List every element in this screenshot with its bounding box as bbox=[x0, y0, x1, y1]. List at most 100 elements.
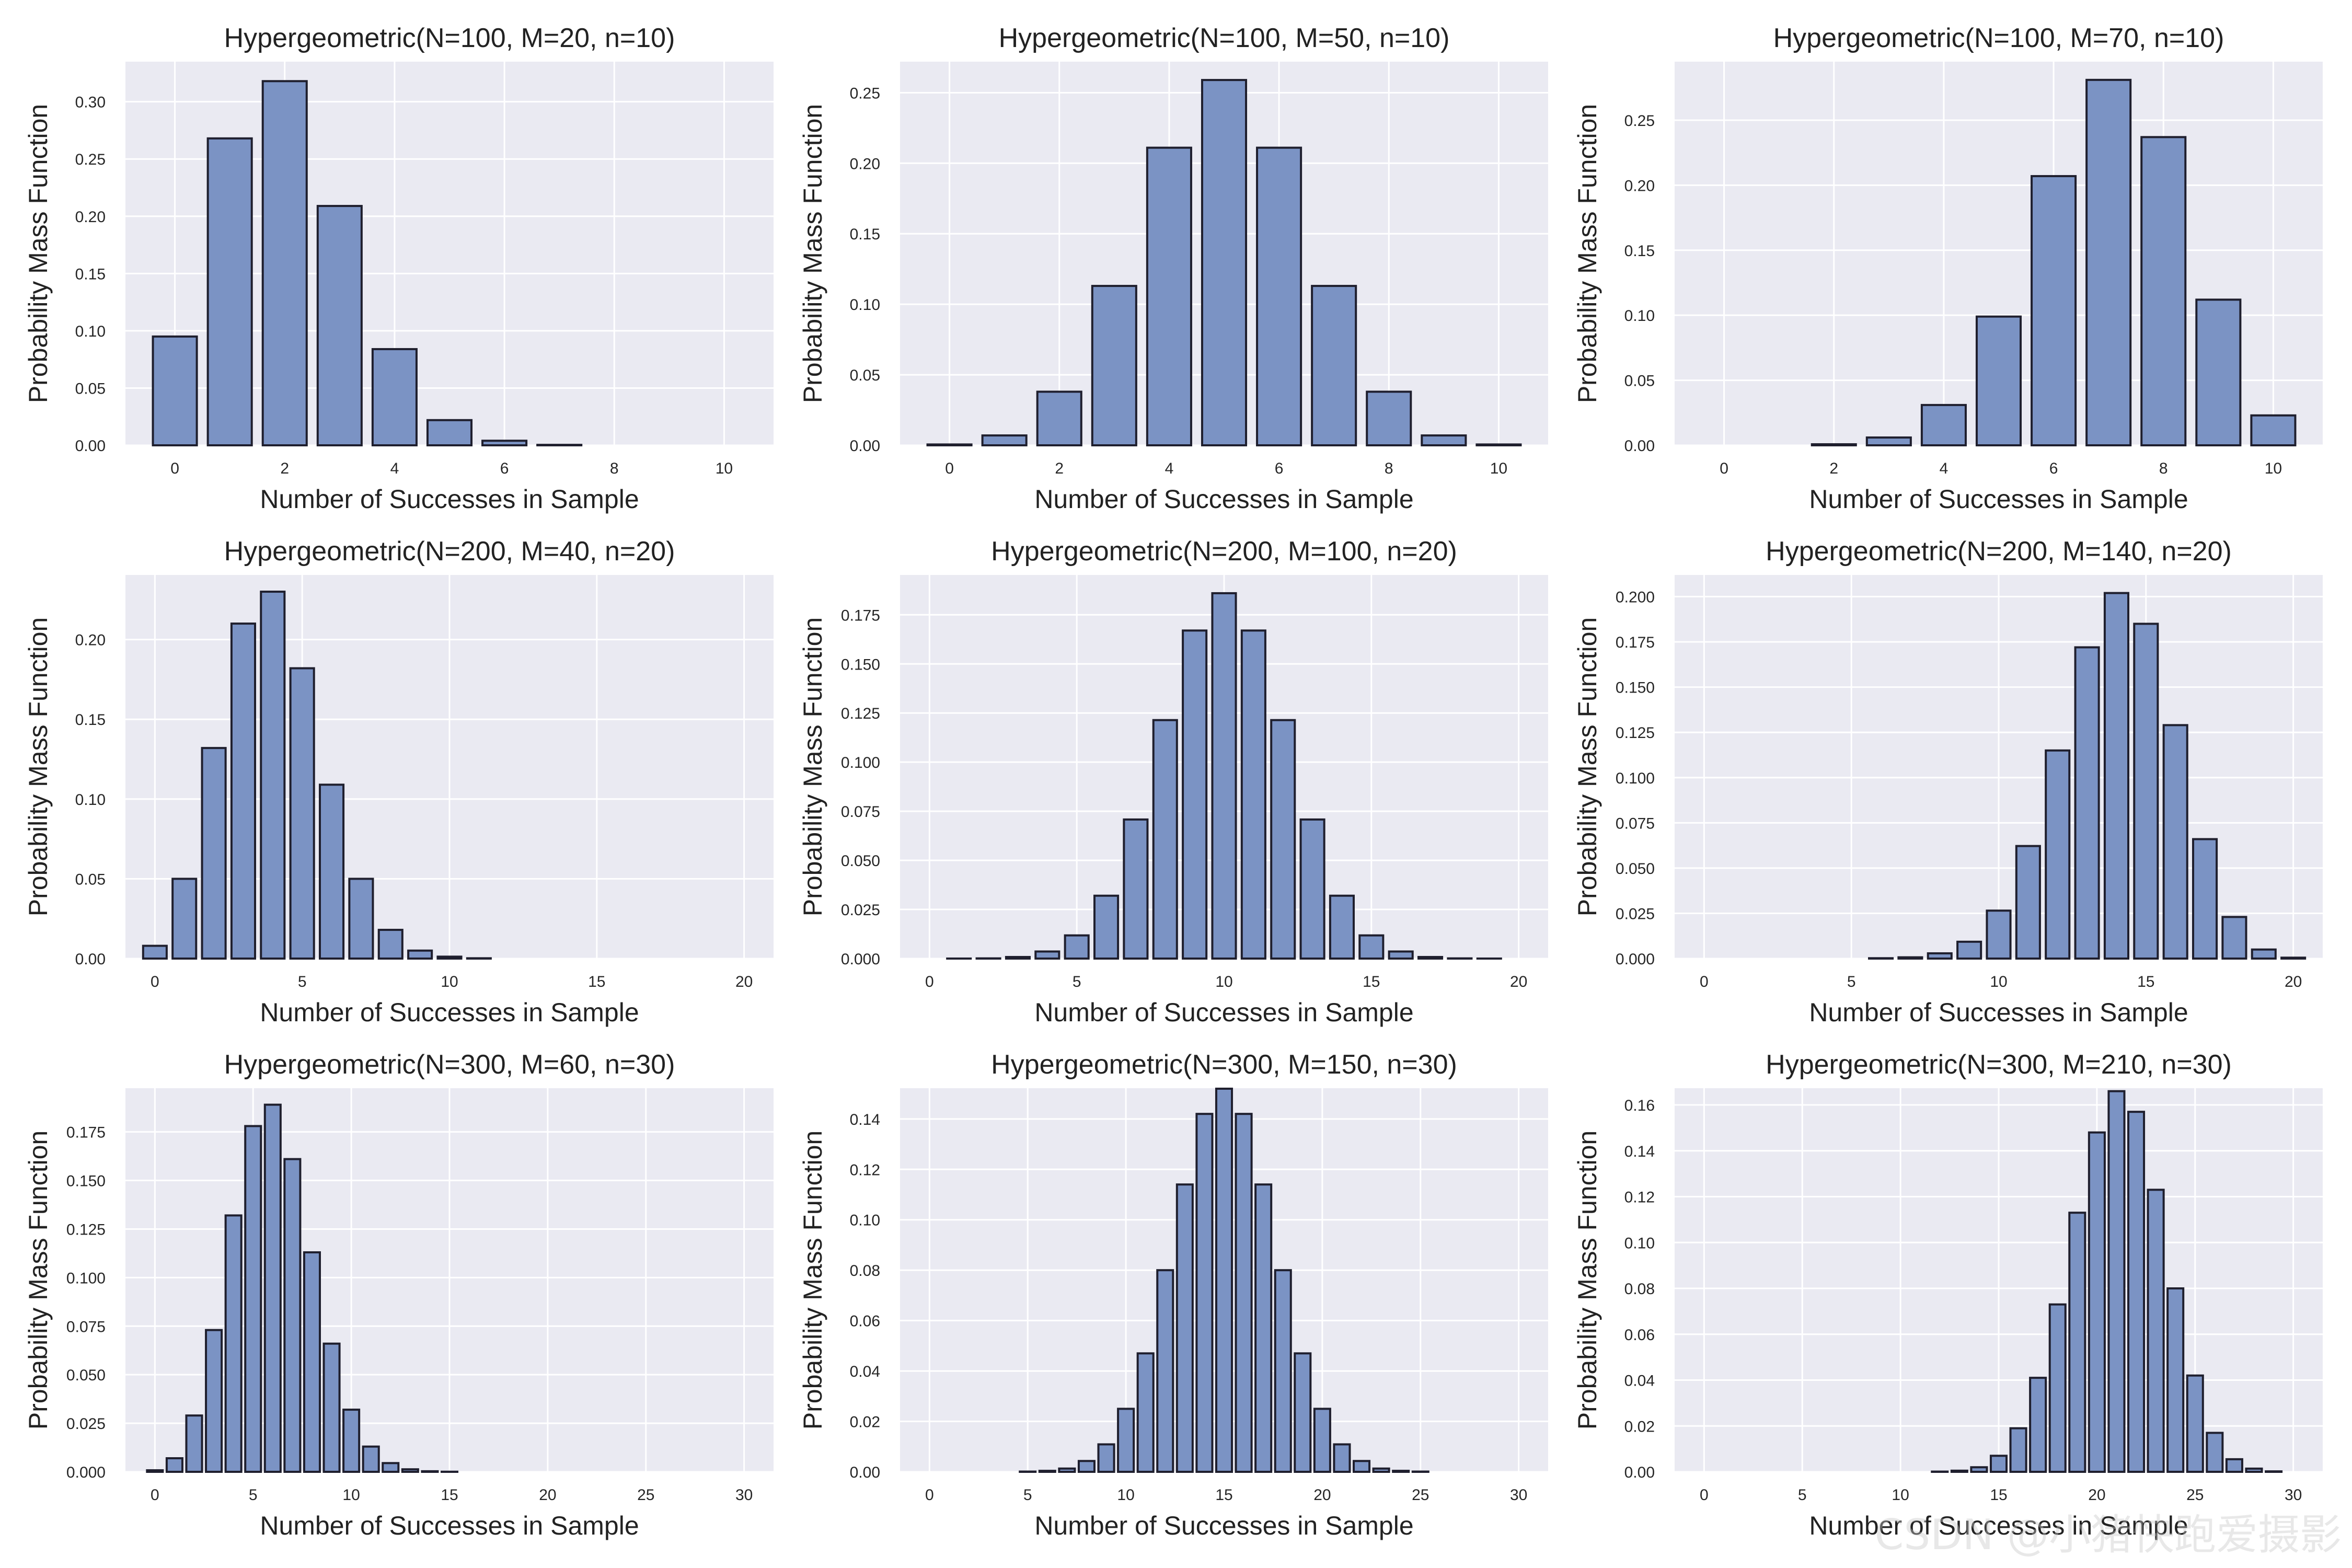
bar bbox=[1123, 818, 1149, 960]
bar bbox=[1195, 1113, 1214, 1473]
bar bbox=[1392, 1470, 1410, 1473]
x-tick-label: 15 bbox=[1363, 973, 1380, 990]
bar bbox=[426, 419, 473, 446]
bar bbox=[1156, 1269, 1174, 1473]
y-tick-label: 0.150 bbox=[66, 1173, 106, 1190]
y-tick-label: 0.05 bbox=[850, 367, 880, 384]
bar bbox=[1215, 1087, 1233, 1473]
x-tick-label: 10 bbox=[342, 1486, 360, 1504]
bar bbox=[1270, 719, 1296, 960]
subplot-3: 0 2 4 6 8 10 0.00 0.05 0.10 0.15 0.20 0.25 Hypergeom… bbox=[1573, 23, 2323, 514]
subplot-2: 0 2 4 6 8 10 0.00 0.05 0.10 0.15 0.20 0.25 Hypergeom… bbox=[798, 23, 1548, 514]
bar bbox=[1353, 1460, 1371, 1473]
subplot-8: 0 5 10 15 20 25 30 0.00 0.02 0.04 0.06 0.08 0.10 0.12… bbox=[798, 1050, 1548, 1540]
bar bbox=[1152, 719, 1178, 960]
bar bbox=[230, 622, 256, 960]
x-tick-label: 30 bbox=[2285, 1486, 2302, 1504]
x-axis-label: Number of Successes in Sample bbox=[1809, 998, 2188, 1027]
x-tick-label: 15 bbox=[441, 1486, 458, 1504]
x-axis-label: Number of Successes in Sample bbox=[1034, 998, 1413, 1027]
x-tick-label: 0 bbox=[151, 973, 159, 990]
y-axis-label: Probability Mass Function bbox=[24, 617, 53, 916]
y-tick-label: 0.000 bbox=[66, 1464, 106, 1481]
bar bbox=[1920, 403, 1967, 446]
bar bbox=[1274, 1269, 1292, 1473]
y-tick-label: 0.15 bbox=[1624, 243, 1655, 260]
bar bbox=[2029, 1377, 2047, 1473]
y-tick-label: 0.12 bbox=[850, 1161, 880, 1179]
chart-title: Hypergeometric(N=100, M=20, n=10) bbox=[224, 23, 675, 53]
bar bbox=[466, 957, 492, 960]
bar bbox=[2085, 78, 2132, 446]
y-tick-label: 0.025 bbox=[841, 902, 880, 919]
bar bbox=[1333, 1443, 1351, 1473]
x-tick-label: 0 bbox=[925, 1486, 934, 1504]
y-tick-label: 0.15 bbox=[75, 266, 106, 283]
bar bbox=[1146, 146, 1192, 446]
y-tick-label: 0.175 bbox=[841, 607, 880, 624]
y-tick-label: 0.14 bbox=[850, 1111, 880, 1128]
x-tick-label: 10 bbox=[1215, 973, 1232, 990]
bar bbox=[1311, 285, 1357, 446]
bar bbox=[2206, 1432, 2224, 1473]
bar bbox=[1097, 1443, 1115, 1473]
bar bbox=[1313, 1408, 1331, 1473]
bar bbox=[2166, 1287, 2185, 1473]
chart-title: Hypergeometric(N=300, M=150, n=30) bbox=[991, 1050, 1457, 1080]
y-tick-label: 0.125 bbox=[1616, 724, 1655, 742]
bar bbox=[1034, 950, 1060, 960]
x-tick-label: 25 bbox=[2186, 1486, 2204, 1504]
bar bbox=[1136, 1352, 1155, 1473]
y-axis-label: Probability Mass Function bbox=[798, 1131, 827, 1429]
bar bbox=[1950, 1469, 1968, 1473]
bar bbox=[1868, 957, 1894, 960]
bar bbox=[2195, 298, 2242, 446]
bar bbox=[382, 1462, 400, 1473]
bar bbox=[2048, 1303, 2067, 1473]
bar bbox=[1989, 1455, 2008, 1473]
bar bbox=[1093, 894, 1120, 960]
y-tick-label: 0.075 bbox=[66, 1318, 106, 1335]
subplot-7: 0 5 10 15 20 25 30 0.000 0.025 0.050 0.075 0.100 0.1… bbox=[24, 1050, 774, 1540]
y-tick-label: 0.25 bbox=[75, 151, 106, 168]
bar bbox=[2186, 1374, 2204, 1473]
x-tick-label: 6 bbox=[1275, 460, 1284, 477]
x-tick-label: 8 bbox=[2159, 460, 2168, 477]
bar bbox=[224, 1214, 243, 1473]
bar bbox=[1372, 1467, 1390, 1473]
bar bbox=[206, 137, 253, 446]
bar bbox=[1865, 436, 1912, 446]
x-tick-label: 20 bbox=[1510, 973, 1527, 990]
bar bbox=[2162, 724, 2188, 960]
bar bbox=[2031, 175, 2077, 446]
x-tick-label: 30 bbox=[1510, 1486, 1527, 1504]
x-tick-label: 10 bbox=[441, 973, 458, 990]
y-tick-label: 0.100 bbox=[66, 1270, 106, 1287]
bar bbox=[2074, 646, 2100, 960]
bar bbox=[1388, 950, 1414, 960]
bar bbox=[260, 591, 286, 960]
x-tick-label: 0 bbox=[925, 973, 934, 990]
x-tick-label: 5 bbox=[298, 973, 307, 990]
y-tick-label: 0.05 bbox=[75, 380, 106, 397]
y-tick-label: 0.08 bbox=[1624, 1281, 1655, 1298]
bar bbox=[1475, 443, 1522, 446]
x-tick-label: 0 bbox=[1700, 973, 1709, 990]
x-tick-label: 2 bbox=[1055, 460, 1064, 477]
x-tick-label: 15 bbox=[2137, 973, 2154, 990]
y-axis-label: Probability Mass Function bbox=[798, 104, 827, 403]
y-tick-label: 0.200 bbox=[1616, 589, 1655, 606]
bar bbox=[2250, 414, 2297, 447]
bar bbox=[1975, 315, 2022, 446]
bar bbox=[1058, 1467, 1076, 1473]
y-tick-label: 0.150 bbox=[841, 656, 880, 673]
subplot-9: 0 5 10 15 20 25 30 0.00 0.02 0.04 0.06 0.08 0.10 0.12… bbox=[1573, 1050, 2323, 1540]
x-tick-label: 10 bbox=[716, 460, 733, 477]
bar bbox=[1117, 1408, 1135, 1473]
y-tick-label: 0.20 bbox=[1624, 177, 1655, 194]
y-tick-label: 0.10 bbox=[1624, 1235, 1655, 1252]
x-tick-label: 10 bbox=[1490, 460, 1507, 477]
chart-title: Hypergeometric(N=300, M=60, n=30) bbox=[224, 1050, 675, 1080]
y-tick-label: 0.100 bbox=[1616, 770, 1655, 787]
